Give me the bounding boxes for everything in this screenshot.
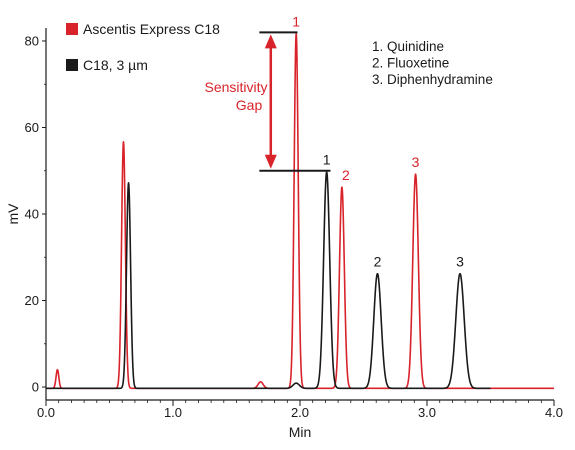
compound-item-3: 3. Diphenhydramine — [372, 72, 493, 87]
legend: Ascentis Express C18 C18, 3 µm — [66, 21, 220, 73]
peak-label-black-1: 1 — [323, 152, 331, 168]
peak-label-red-1: 1 — [292, 13, 300, 29]
legend-label-ascentis-express-c18: Ascentis Express C18 — [83, 21, 220, 37]
series-line-c18-3um — [45, 171, 492, 390]
x-tick-label-3.0: 3.0 — [418, 405, 436, 420]
legend-swatch-red — [66, 23, 78, 35]
y-tick-label-60: 60 — [25, 120, 39, 135]
compound-item-2: 2. Fluoxetine — [372, 56, 449, 71]
y-tick-label-80: 80 — [25, 33, 39, 48]
peak-label-red-3: 3 — [412, 154, 420, 170]
legend-label-c18-3um: C18, 3 µm — [83, 57, 148, 73]
y-tick-label-20: 20 — [25, 293, 39, 308]
x-tick-label-0.0: 0.0 — [37, 405, 55, 420]
gap-arrow-head-up — [264, 34, 277, 49]
gap-label-line2: Gap — [236, 97, 263, 113]
series-line-ascentis-express-c18 — [45, 32, 555, 390]
x-axis-title: Min — [289, 424, 312, 440]
x-tick-label-4.0: 4.0 — [545, 405, 563, 420]
x-tick-label-1.0: 1.0 — [164, 405, 182, 420]
compound-item-1: 1. Quinidine — [372, 39, 444, 54]
peak-label-black-3: 3 — [456, 253, 464, 269]
y-tick-label-40: 40 — [25, 207, 39, 222]
x-tick-label-2.0: 2.0 — [291, 405, 309, 420]
y-axis-title: mV — [5, 203, 21, 225]
annotation-layer: Sensitivity Gap — [204, 31, 331, 172]
legend-swatch-black — [66, 59, 78, 71]
gap-arrow-head-down — [264, 154, 277, 169]
y-tick-label-0: 0 — [32, 380, 39, 395]
peak-label-red-2: 2 — [342, 167, 350, 183]
gap-label-line1: Sensitivity — [204, 79, 267, 95]
axes: 0 20 40 60 80 0.0 1.0 2.0 3.0 4.0 Min mV — [5, 28, 563, 440]
peak-label-black-2: 2 — [374, 253, 382, 269]
